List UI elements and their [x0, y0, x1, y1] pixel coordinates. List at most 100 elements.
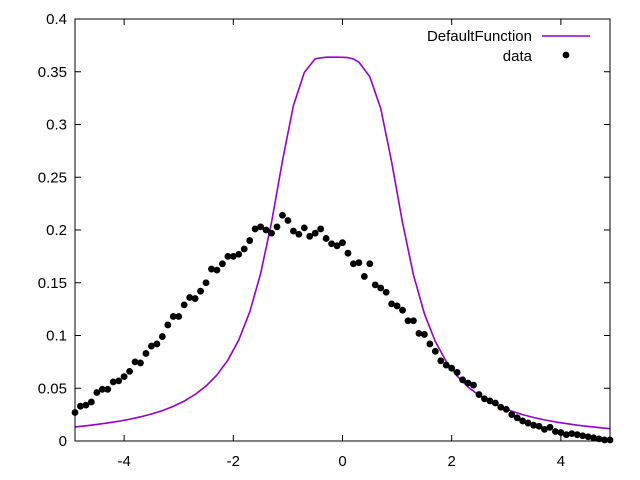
curves-layer	[74, 56, 611, 430]
data-point	[186, 294, 194, 301]
data-point	[175, 313, 183, 320]
data-point	[355, 259, 363, 267]
data-point	[104, 385, 112, 393]
data-point	[393, 302, 401, 310]
y-tick-label: 0	[59, 433, 67, 450]
y-tick-label: 0.3	[46, 117, 67, 134]
legend-label: DefaultFunction	[427, 28, 532, 45]
y-tick-label: 0.2	[46, 222, 67, 239]
data-point	[497, 403, 505, 411]
data-point	[399, 306, 406, 314]
data-point	[120, 373, 128, 381]
legend-swatch-point	[562, 51, 570, 59]
data-point	[459, 376, 466, 384]
data-point	[284, 217, 292, 224]
data-point	[420, 331, 428, 338]
data-point	[546, 423, 554, 431]
data-point	[251, 225, 259, 233]
x-tick-label: 2	[448, 453, 456, 470]
data-point	[300, 224, 308, 232]
data-point	[557, 429, 565, 436]
legend-label: data	[503, 48, 533, 65]
data-point	[306, 232, 314, 240]
data-point	[322, 235, 330, 242]
data-point	[448, 364, 456, 372]
data-point	[475, 391, 483, 398]
data-point	[388, 300, 396, 308]
tick-labels-layer: -4 -2 0 2 4 0 0.05 0.1 0.15 0.2 0.25 0.3 0.35 0.4	[38, 11, 565, 470]
x-tick-label: 0	[338, 453, 346, 470]
data-point	[317, 225, 325, 233]
data-point	[229, 252, 237, 260]
data-point	[535, 422, 543, 430]
data-point	[98, 385, 106, 393]
data-point	[131, 358, 139, 366]
data-point	[360, 273, 368, 280]
data-point	[240, 245, 248, 253]
data-point	[524, 419, 532, 427]
data-point	[142, 350, 150, 357]
data-point	[311, 229, 319, 237]
data-point	[93, 389, 101, 396]
x-tick-label: -4	[117, 453, 130, 470]
data-point	[82, 401, 90, 409]
data-point	[208, 265, 215, 273]
data-point	[464, 379, 472, 387]
data-point	[513, 414, 521, 422]
data-point	[519, 417, 527, 425]
data-point	[573, 431, 581, 439]
data-point	[289, 227, 297, 235]
data-point	[219, 260, 226, 268]
data-point	[366, 260, 374, 268]
data-point	[486, 397, 494, 405]
data-point	[508, 411, 516, 419]
data-point	[541, 425, 548, 433]
y-tick-label: 0.05	[38, 380, 67, 397]
data-point	[530, 421, 537, 429]
data-point	[202, 279, 210, 287]
data-point	[442, 361, 450, 369]
data-point	[437, 357, 445, 365]
x-tick-label: 4	[557, 453, 565, 470]
data-point	[377, 284, 385, 292]
data-point	[164, 321, 172, 329]
data-point	[262, 226, 270, 234]
ticks-layer	[75, 18, 610, 442]
data-point	[339, 239, 346, 247]
data-point	[295, 230, 303, 238]
data-point	[415, 329, 423, 337]
data-point	[224, 252, 232, 260]
data-point	[197, 287, 204, 295]
data-point	[246, 237, 254, 244]
data-point	[350, 260, 357, 268]
data-point	[137, 359, 144, 367]
data-point	[590, 434, 598, 442]
data-point	[344, 249, 352, 257]
data-point	[584, 433, 592, 441]
data-point	[158, 333, 166, 340]
data-point	[470, 381, 477, 389]
data-point	[180, 301, 188, 309]
data-point	[169, 313, 177, 320]
data-point	[481, 395, 488, 403]
data-point	[426, 340, 434, 348]
y-tick-label: 0.25	[38, 169, 67, 186]
data-point	[568, 430, 576, 438]
data-point	[562, 431, 570, 439]
data-point	[153, 340, 161, 348]
data-point	[382, 288, 390, 296]
data-point	[257, 223, 265, 231]
data-point	[333, 242, 341, 250]
data-point	[213, 266, 221, 274]
data-point	[235, 250, 243, 258]
data-point	[431, 347, 439, 355]
x-tick-label: -2	[227, 453, 240, 470]
y-tick-label: 0.4	[46, 11, 67, 28]
series-line-default-function	[74, 56, 611, 430]
legend: DefaultFunction data	[427, 28, 590, 65]
data-point	[268, 229, 275, 237]
y-tick-label: 0.35	[38, 64, 67, 81]
data-point	[148, 342, 155, 350]
